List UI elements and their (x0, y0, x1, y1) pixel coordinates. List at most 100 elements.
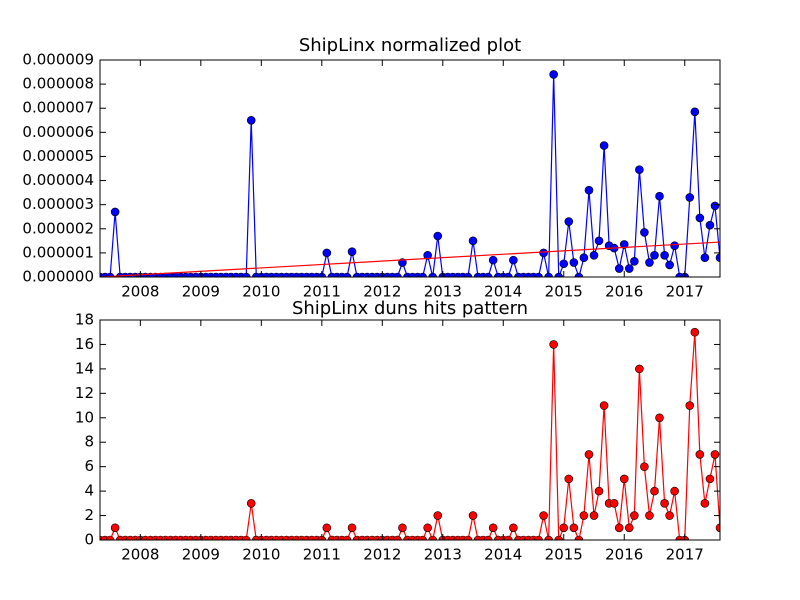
y-tick-label: 2 (84, 506, 94, 524)
point (393, 535, 402, 540)
point (342, 272, 352, 277)
point (685, 401, 695, 410)
point (246, 499, 256, 508)
x-tick-label: 2014 (484, 546, 522, 564)
point (624, 264, 634, 273)
x-tick-label: 2009 (182, 283, 220, 301)
point (509, 523, 518, 533)
point (569, 258, 579, 267)
point (614, 523, 624, 533)
point (433, 511, 443, 520)
y-tick-label: 0.000003 (22, 195, 94, 213)
point (579, 253, 589, 263)
point (347, 247, 357, 256)
point (418, 272, 427, 277)
point (483, 535, 493, 540)
x-tick-label: 2015 (545, 546, 583, 564)
y-tick-label: 0.000007 (22, 99, 94, 117)
point (483, 272, 493, 277)
point (549, 340, 558, 349)
point (630, 511, 639, 520)
point (589, 251, 599, 260)
y-tick-label: 6 (84, 457, 94, 475)
point (322, 248, 332, 258)
point (594, 486, 604, 496)
point (650, 486, 659, 496)
x-tick-label: 2008 (121, 283, 159, 301)
y-tick-label: 0.000005 (22, 147, 94, 165)
point (655, 191, 664, 201)
point (246, 115, 256, 125)
y-tick-label: 0.000004 (22, 171, 94, 189)
point (241, 535, 251, 540)
point (715, 253, 720, 263)
point (589, 511, 599, 520)
point (619, 240, 629, 249)
chart-title: ShipLinx duns hits pattern (292, 298, 528, 319)
point (574, 535, 584, 540)
x-tick-label: 2011 (303, 283, 341, 301)
point (428, 272, 437, 277)
y-tick-label: 4 (84, 482, 94, 500)
point (544, 535, 553, 540)
x-tick-label: 2015 (545, 283, 583, 301)
x-tick-label: 2014 (484, 283, 522, 301)
axes-frame (99, 59, 721, 278)
x-tick-label: 2013 (424, 546, 462, 564)
point (710, 201, 720, 211)
y-tick-label: 14 (75, 359, 94, 377)
series-line (100, 332, 720, 540)
y-tick-label: 0.000000 (22, 268, 94, 286)
series-line (100, 74, 720, 277)
x-tick-label: 2012 (363, 283, 401, 301)
point (670, 241, 679, 250)
point (579, 511, 589, 520)
point (342, 535, 352, 540)
point (509, 255, 518, 265)
point (705, 474, 715, 484)
point (635, 165, 644, 175)
x-tick-label: 2017 (666, 546, 704, 564)
point (322, 523, 332, 533)
x-tick-label: 2011 (303, 546, 341, 564)
point (660, 251, 669, 260)
x-tick-label: 2010 (242, 283, 280, 301)
point (700, 499, 710, 508)
point (110, 523, 120, 533)
point (609, 499, 619, 508)
point (715, 523, 720, 533)
point (398, 523, 407, 533)
point (347, 523, 357, 533)
point (539, 248, 548, 258)
point (619, 474, 629, 484)
y-tick-label: 10 (75, 408, 94, 426)
point (423, 251, 432, 260)
y-tick-label: 8 (84, 433, 94, 451)
y-tick-label: 0 (84, 531, 94, 549)
point (488, 255, 498, 265)
x-tick-label: 2010 (242, 546, 280, 564)
x-tick-label: 2009 (182, 546, 220, 564)
x-tick-label: 2016 (605, 546, 643, 564)
chart-title: ShipLinx normalized plot (299, 35, 521, 56)
point (428, 535, 437, 540)
point (569, 523, 579, 533)
point (650, 251, 659, 260)
point (614, 264, 624, 273)
point (710, 450, 720, 459)
point (640, 228, 649, 237)
point (559, 523, 569, 533)
point (685, 193, 695, 202)
y-tick-label: 16 (75, 335, 94, 353)
point (463, 272, 473, 277)
point (564, 474, 574, 484)
axes-frame (99, 319, 721, 541)
point (468, 511, 478, 520)
plot-area (100, 327, 720, 540)
x-tick-label: 2008 (121, 546, 159, 564)
point (640, 462, 649, 471)
point (695, 213, 705, 223)
y-tick-label: 0.000009 (22, 51, 94, 69)
point (534, 272, 543, 277)
point (549, 70, 558, 79)
